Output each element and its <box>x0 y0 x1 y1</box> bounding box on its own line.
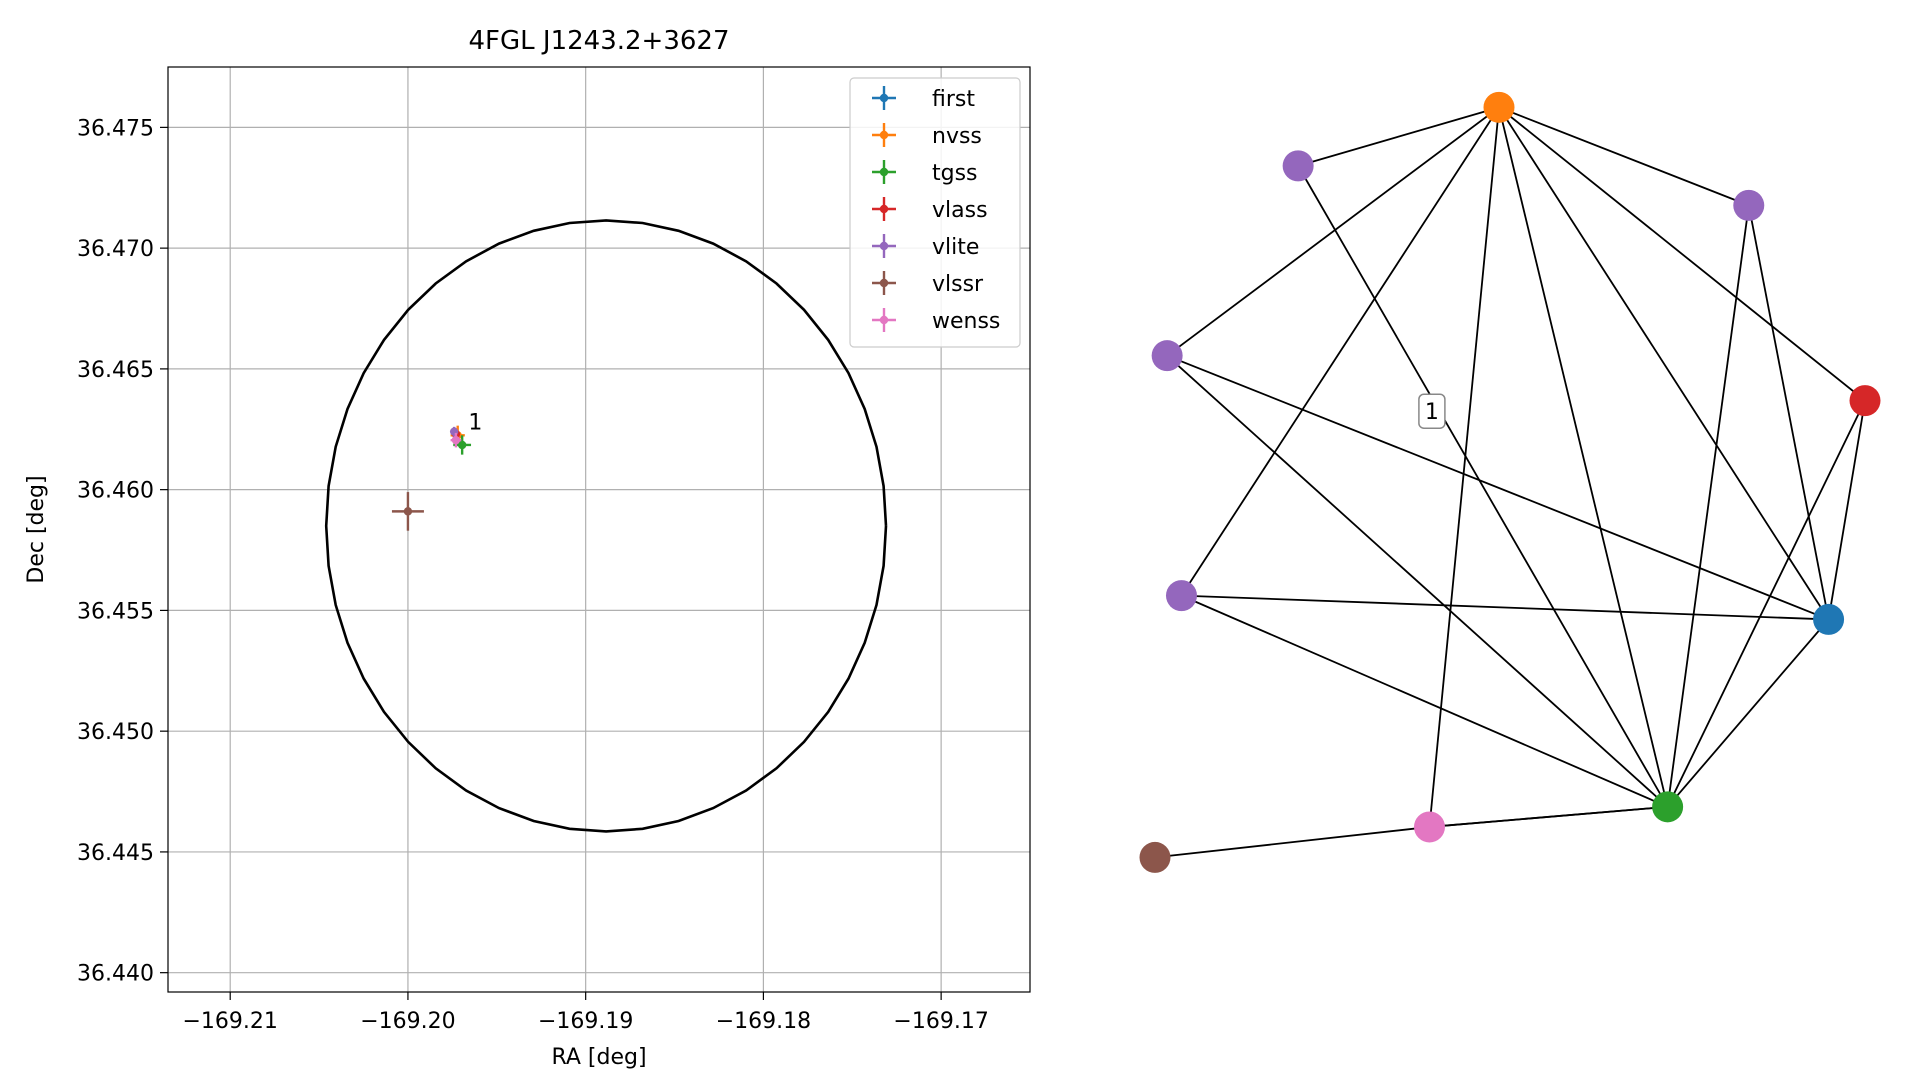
legend-entry-nvss: nvss <box>872 123 982 149</box>
edge-label-box <box>1418 393 1446 429</box>
legend-entry-vlass: vlass <box>872 197 988 223</box>
ticks: −169.21 −169.20 −169.19 −169.18 −169.17 36.44… <box>77 116 989 1034</box>
edge-red-blue <box>1827 400 1866 620</box>
edge-orange-pink <box>1428 107 1500 828</box>
edge-purple-d-blue <box>1181 594 1829 621</box>
marker-vlssr <box>391 492 424 531</box>
y-tick-label: 36.460 <box>77 479 154 504</box>
network-panel: 1 <box>1139 91 1881 873</box>
edge-pink-brown <box>1154 826 1430 859</box>
x-tick-label: −169.21 <box>182 1009 277 1034</box>
edge-green-pink <box>1429 805 1668 828</box>
edge-purple-d-green <box>1181 594 1668 808</box>
x-tick-label: −169.17 <box>893 1009 988 1034</box>
edge-orange-blue <box>1498 106 1830 620</box>
edge-orange-purple-b <box>1498 106 1750 207</box>
x-tick-label: −169.20 <box>360 1009 455 1034</box>
scatter-panel: 1 −169.21 −169.20 −169.19 −169.18 −169.17 36.… <box>24 26 1031 1070</box>
node-purple-c <box>1151 340 1183 372</box>
node-blue <box>1813 603 1845 635</box>
legend-label: vlass <box>932 198 988 223</box>
edge-orange-purple-d <box>1180 106 1500 597</box>
network-edges <box>1154 106 1866 859</box>
x-axis-label: RA [deg] <box>551 1045 646 1070</box>
series-markers <box>391 425 472 531</box>
legend-entry-first: first <box>872 86 975 112</box>
node-red <box>1849 385 1881 417</box>
y-tick-label: 36.445 <box>77 841 154 866</box>
legend-box <box>849 77 1021 348</box>
y-tick-label: 36.470 <box>77 237 154 262</box>
node-purple-a <box>1282 150 1314 182</box>
localization-ellipse-path <box>324 219 888 833</box>
y-axis-label: Dec [deg] <box>24 475 49 583</box>
legend: first nvss tgss vlass vlite vlssr wenss <box>849 77 1021 348</box>
edge-orange-green <box>1498 107 1669 808</box>
node-green <box>1652 791 1684 823</box>
legend-label: tgss <box>932 161 978 186</box>
legend-label: vlssr <box>932 272 984 297</box>
y-tick-label: 36.450 <box>77 720 154 745</box>
node-brown <box>1139 841 1171 873</box>
edge-labels: 1 <box>1418 393 1446 429</box>
legend-label: wenss <box>932 309 1000 334</box>
legend-entry-wenss: wenss <box>872 308 1000 334</box>
y-tick-label: 36.475 <box>77 116 154 141</box>
node-orange <box>1483 91 1515 123</box>
legend-entry-vlite: vlite <box>872 234 979 260</box>
edge-purple-b-blue <box>1747 205 1830 620</box>
edge-orange-purple-c <box>1166 106 1500 357</box>
annotations: 1 <box>468 410 482 435</box>
network-nodes <box>1139 91 1881 873</box>
y-tick-label: 36.465 <box>77 358 154 383</box>
edge-purple-b-green <box>1666 205 1750 807</box>
point-annotation: 1 <box>468 410 482 435</box>
legend-entry-vlssr: vlssr <box>872 271 984 297</box>
edge-purple-c-blue <box>1166 354 1829 621</box>
y-tick-label: 36.440 <box>77 962 154 987</box>
node-pink <box>1413 811 1445 843</box>
edge-orange-red <box>1498 106 1866 402</box>
legend-label: vlite <box>932 235 979 260</box>
marker-wenss <box>450 432 462 448</box>
node-purple-d <box>1165 580 1197 612</box>
node-purple-b <box>1733 189 1765 221</box>
y-tick-label: 36.455 <box>77 599 154 624</box>
chart-title: 4FGL J1243.2+3627 <box>469 26 730 56</box>
edge-purple-a-green <box>1297 165 1669 808</box>
axes-frame <box>167 66 1031 993</box>
edge-label: 1 <box>1425 400 1439 425</box>
legend-entry-tgss: tgss <box>872 160 978 186</box>
x-tick-label: −169.18 <box>716 1009 811 1034</box>
x-tick-label: −169.19 <box>538 1009 633 1034</box>
edge-red-green <box>1666 400 1866 808</box>
edge-blue-green <box>1666 618 1830 808</box>
localization-ellipse <box>324 219 888 833</box>
edge-purple-c-green <box>1166 355 1669 808</box>
legend-label: nvss <box>932 124 982 149</box>
legend-label: first <box>932 87 975 112</box>
edge-orange-purple-a <box>1297 106 1500 167</box>
